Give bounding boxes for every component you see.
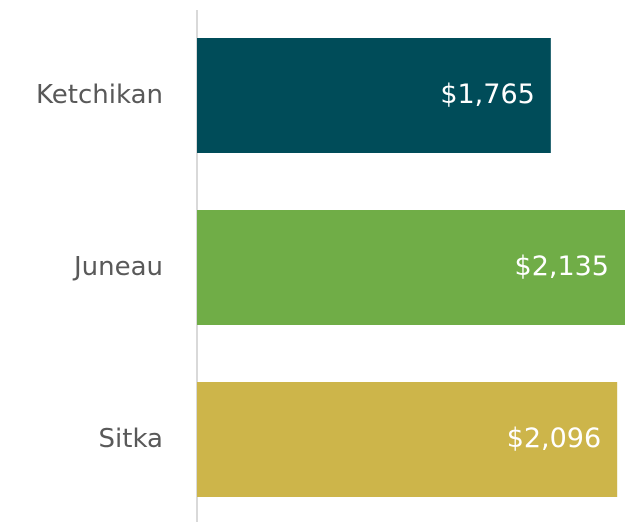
y-tick-label: Ketchikan xyxy=(36,80,163,110)
y-tick-label: Juneau xyxy=(72,252,163,282)
bar xyxy=(197,210,625,325)
data-label: $2,096 xyxy=(507,423,601,454)
y-tick-label: Sitka xyxy=(99,424,163,454)
data-label: $1,765 xyxy=(440,79,534,110)
data-label: $2,135 xyxy=(515,251,609,282)
bar xyxy=(197,382,618,497)
bar xyxy=(197,38,551,153)
